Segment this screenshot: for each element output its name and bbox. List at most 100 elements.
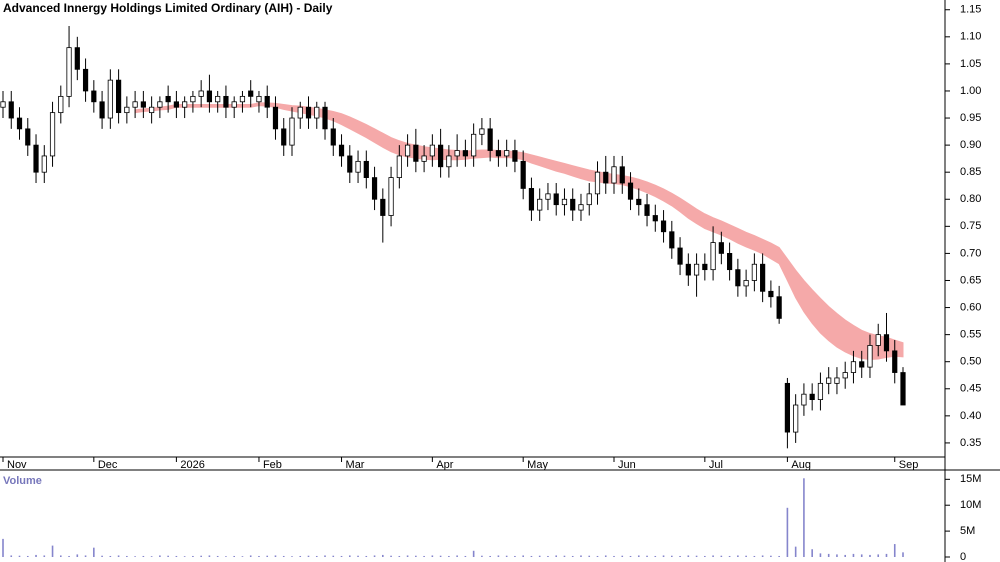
volume-bar — [365, 555, 368, 557]
y-tick-label: 0.55 — [960, 329, 981, 341]
volume-bar — [621, 555, 624, 557]
volume-bar — [93, 547, 95, 557]
candle-body — [206, 90, 213, 103]
x-tick-label: Jul — [709, 459, 723, 471]
candle-body — [107, 79, 113, 119]
candle-body — [223, 95, 229, 108]
volume-title: Volume — [3, 475, 42, 487]
volume-bar — [225, 556, 227, 557]
volume-bar — [563, 555, 566, 557]
volume-bar — [489, 555, 491, 557]
volume-bar — [869, 554, 871, 557]
candle-body — [115, 79, 122, 114]
candle-body — [58, 95, 64, 114]
volume-bar — [646, 555, 648, 557]
volume-bar — [662, 555, 665, 557]
candle-body — [561, 198, 568, 206]
candle-body — [495, 150, 502, 157]
candle-body — [462, 150, 468, 157]
volume-bar — [398, 555, 401, 557]
volume-bar — [604, 555, 607, 557]
candle-body — [264, 95, 270, 108]
volume-bar — [547, 555, 549, 557]
volume-bar — [596, 555, 599, 557]
candle-body — [867, 345, 873, 368]
y-tick-label: 1.10 — [960, 31, 981, 43]
candle-body — [570, 198, 576, 211]
candle-body — [256, 95, 262, 103]
candle-body — [487, 128, 493, 151]
candle-body — [479, 128, 485, 135]
volume-bar — [299, 555, 302, 557]
x-tick-label: Jun — [618, 459, 636, 471]
volume-bar — [580, 555, 582, 557]
y-tick-label: 0.60 — [960, 301, 981, 313]
x-tick-label: Aug — [791, 459, 811, 471]
candle-body — [66, 47, 72, 97]
candle-body — [231, 101, 237, 108]
volume-bar — [43, 555, 46, 557]
candle-body — [826, 377, 832, 384]
volume-bar — [315, 555, 318, 557]
volume-bar — [175, 555, 178, 557]
candle-body — [611, 166, 617, 184]
candle-body — [239, 95, 246, 103]
candle-body — [0, 101, 6, 108]
candle-body — [471, 133, 477, 157]
volume-bar — [142, 555, 145, 557]
volume-bar — [373, 555, 376, 557]
candle-body — [355, 160, 361, 173]
candle-body — [446, 155, 452, 168]
candle-body — [743, 280, 749, 287]
candle-body — [834, 377, 840, 384]
volume-bar — [737, 555, 739, 557]
candle-body — [99, 101, 105, 119]
candle-body — [528, 188, 535, 211]
candle-body — [132, 101, 138, 108]
volume-bar — [745, 555, 747, 557]
candle-body — [768, 290, 774, 298]
candle-body — [330, 128, 336, 146]
volume-bar — [844, 554, 847, 557]
candle-body — [850, 361, 857, 373]
candle-body — [603, 171, 609, 184]
volume-bar — [84, 555, 87, 557]
volume-bar — [778, 555, 780, 557]
candle-body — [553, 193, 559, 206]
volume-bar — [18, 555, 21, 557]
candle-body — [149, 106, 155, 114]
volume-bar — [877, 554, 880, 557]
candle-body — [363, 160, 369, 179]
candle-body — [677, 247, 683, 265]
volume-bar — [266, 555, 269, 557]
candle-body — [124, 106, 130, 114]
volume-bar — [728, 555, 731, 557]
y-tick-label: 0.75 — [960, 220, 981, 232]
y-tick-label: 0.70 — [960, 247, 981, 259]
volume-bar — [637, 555, 640, 557]
volume-bar — [571, 555, 574, 557]
volume-bar — [274, 555, 277, 557]
y-tick-label: 0.85 — [960, 166, 981, 178]
candle-body — [140, 101, 146, 108]
volume-bar — [357, 555, 359, 557]
volume-bar — [472, 550, 475, 557]
candle-body — [248, 90, 254, 97]
candle-body — [718, 242, 724, 254]
volume-bar — [695, 555, 698, 557]
volume-bar — [836, 554, 838, 557]
volume-bar — [10, 555, 13, 557]
volume-bar — [671, 555, 673, 557]
volume-bar — [332, 555, 335, 557]
volume-bar — [786, 507, 789, 557]
volume-bar — [109, 555, 112, 557]
y-tick-label: 0.45 — [960, 383, 981, 395]
volume-bar — [448, 555, 450, 557]
candle-body — [190, 95, 196, 103]
candle-body — [289, 117, 295, 146]
candle-body — [314, 106, 320, 119]
y-tick-label: 15M — [960, 473, 981, 485]
candle-body — [157, 101, 163, 108]
volume-bar — [885, 553, 888, 557]
